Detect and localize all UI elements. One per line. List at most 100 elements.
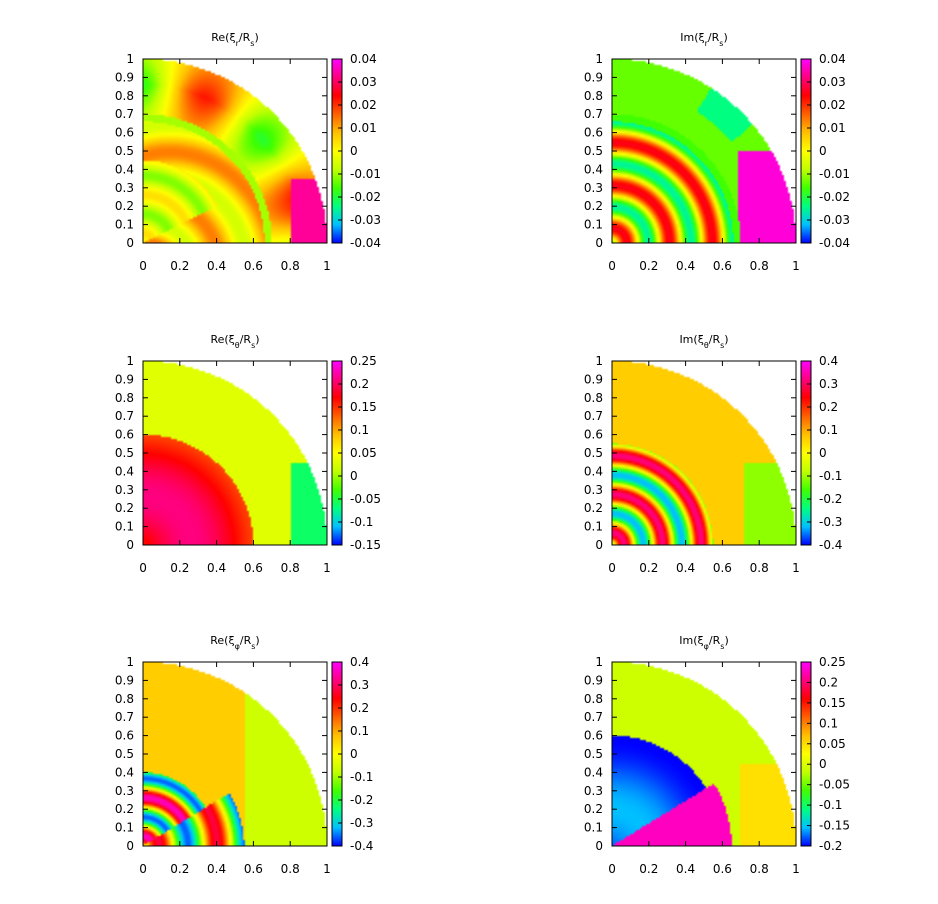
x-tick-label: 1	[323, 561, 331, 575]
colorbar-tick-label: -0.1	[819, 798, 842, 812]
x-tick-label: 0	[608, 259, 616, 273]
x-tick-label: 0.2	[170, 862, 189, 876]
colorbar-tick-label: 0.1	[819, 716, 838, 730]
x-tick-label: 1	[323, 862, 331, 876]
colorbar-tick-label: 0.4	[819, 354, 838, 368]
colorbar-tick-label: -0.3	[350, 816, 373, 830]
y-tick-label: 0.5	[115, 446, 134, 460]
x-tick-label: 0.2	[170, 561, 189, 575]
x-tick-label: 0.8	[750, 862, 769, 876]
y-tick-label: 1	[595, 655, 603, 669]
x-tick-label: 0.8	[281, 862, 300, 876]
x-tick-label: 0.6	[713, 259, 732, 273]
colorbar-tick-label: 0.2	[350, 701, 369, 715]
y-tick-label: 0.6	[584, 428, 603, 442]
colorbar-tick-label: 0.15	[350, 400, 377, 414]
x-tick-label: 0.2	[170, 259, 189, 273]
colorbar-tick-label: 0	[350, 747, 358, 761]
x-tick-label: 0	[608, 862, 616, 876]
y-tick-label: 0.9	[115, 673, 134, 687]
x-tick-label: 0.8	[750, 259, 769, 273]
x-tick-label: 0.4	[207, 561, 226, 575]
y-tick-label: 0.7	[584, 409, 603, 423]
heatmap-image	[143, 662, 327, 846]
colorbar-tick-label: 0.25	[819, 655, 846, 669]
y-tick-label: 0	[126, 839, 134, 853]
x-tick-label: 0	[139, 561, 147, 575]
colorbar-tick-label: -0.05	[350, 492, 381, 506]
y-tick-label: 0.3	[115, 784, 134, 798]
x-tick-label: 0.6	[713, 561, 732, 575]
y-tick-label: 0.7	[584, 107, 603, 121]
x-tick-label: 0.6	[244, 259, 263, 273]
colorbar-tick-label: 0	[350, 144, 358, 158]
y-tick-label: 0	[595, 538, 603, 552]
colorbar-tick-label: 0.03	[819, 75, 846, 89]
y-tick-label: 0.8	[115, 391, 134, 405]
y-tick-label: 0.3	[584, 784, 603, 798]
y-tick-label: 0.1	[115, 520, 134, 534]
colorbar-tick-label: -0.05	[819, 778, 850, 792]
y-tick-label: 1	[126, 354, 134, 368]
panel-5: Re(ξφ/Rs) 0 0.2 0.4 0.6 0.8 1 0 0.1 0.2 0.3 0.4 0.5 0…	[115, 634, 374, 876]
y-tick-label: 0.4	[115, 464, 134, 478]
y-tick-label: 0.8	[584, 89, 603, 103]
x-tick-label: 1	[792, 561, 800, 575]
y-tick-label: 0.5	[115, 144, 134, 158]
y-tick-label: 0.2	[115, 501, 134, 515]
panel-title: Re(ξθ/Rs)	[210, 333, 259, 350]
colorbar-tick-label: 0.03	[350, 75, 377, 89]
y-tick-label: 0.8	[584, 692, 603, 706]
y-tick-label: 0	[595, 839, 603, 853]
colorbar-tick-label: 0	[819, 757, 827, 771]
y-tick-label: 1	[126, 655, 134, 669]
y-tick-label: 0.3	[584, 181, 603, 195]
x-tick-label: 0.2	[639, 862, 658, 876]
panel-title: Re(ξr/Rs)	[211, 31, 258, 48]
y-tick-label: 0.5	[584, 446, 603, 460]
y-tick-label: 0.6	[115, 126, 134, 140]
x-tick-label: 0.6	[713, 862, 732, 876]
colorbar-tick-label: 0.02	[819, 98, 846, 112]
y-tick-label: 0.1	[584, 520, 603, 534]
y-tick-label: 0.5	[584, 144, 603, 158]
y-tick-label: 0.4	[584, 765, 603, 779]
colorbar-tick-label: -0.1	[350, 770, 373, 784]
heatmap-image	[612, 662, 796, 846]
y-tick-label: 0.6	[584, 126, 603, 140]
y-tick-label: 0.7	[115, 409, 134, 423]
panel-4: Im(ξθ/Rs) 0 0.2 0.4 0.6 0.8 1 0 0.1 0.2 0.3 0.4 0.5 0…	[584, 333, 843, 575]
x-tick-label: 0	[608, 561, 616, 575]
colorbar-tick-label: -0.1	[350, 515, 373, 529]
colorbar-tick-label: -0.2	[350, 793, 373, 807]
x-tick-label: 0.4	[676, 561, 695, 575]
y-tick-label: 0.6	[115, 729, 134, 743]
x-tick-label: 0.2	[639, 561, 658, 575]
x-tick-label: 0.6	[244, 561, 263, 575]
colorbar-tick-label: -0.1	[819, 469, 842, 483]
y-tick-label: 0.5	[584, 747, 603, 761]
colorbar-tick-label: 0.02	[350, 98, 377, 112]
colorbar-tick-label: 0.2	[350, 377, 369, 391]
x-tick-label: 0.4	[676, 259, 695, 273]
colorbar-tick-label: -0.03	[819, 213, 850, 227]
x-tick-label: 0.8	[750, 561, 769, 575]
colorbar-tick-label: -0.01	[819, 167, 850, 181]
x-tick-label: 0.4	[676, 862, 695, 876]
y-tick-label: 0.8	[115, 89, 134, 103]
y-tick-label: 0.9	[115, 70, 134, 84]
y-tick-label: 0.1	[584, 218, 603, 232]
y-tick-label: 0.2	[584, 199, 603, 213]
colorbar-tick-label: 0.25	[350, 354, 377, 368]
panel-title: Im(ξφ/Rs)	[679, 634, 729, 651]
colorbar-tick-label: 0.15	[819, 696, 846, 710]
y-tick-label: 0.6	[584, 729, 603, 743]
x-tick-label: 0.4	[207, 259, 226, 273]
y-tick-label: 0.2	[115, 199, 134, 213]
y-tick-label: 0.3	[115, 181, 134, 195]
y-tick-label: 0.7	[115, 107, 134, 121]
y-tick-label: 1	[595, 354, 603, 368]
y-tick-label: 0.9	[584, 372, 603, 386]
y-tick-label: 0.2	[115, 802, 134, 816]
